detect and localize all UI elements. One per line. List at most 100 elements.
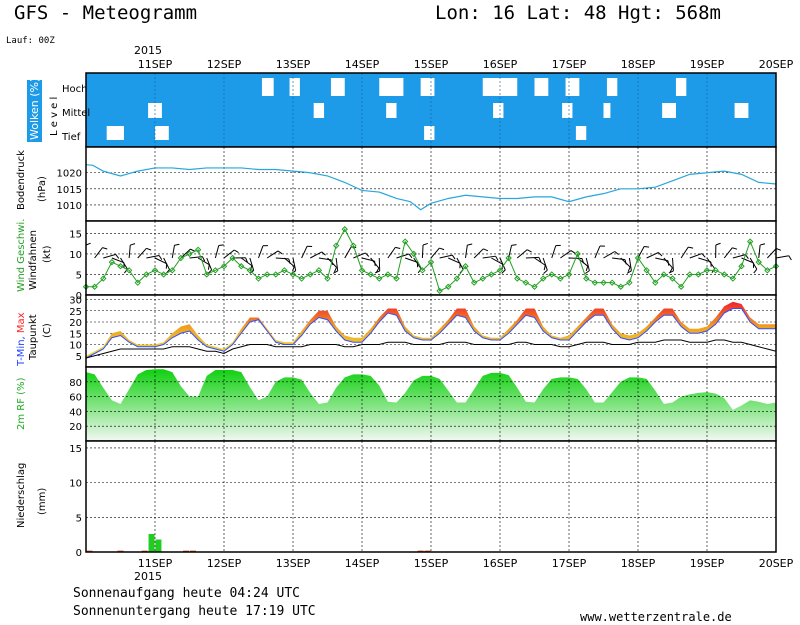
wind-barb [146, 255, 160, 259]
wind-barb [680, 246, 689, 259]
cloud-clear-gap-tief [575, 126, 587, 140]
year-label-bottom: 2015 [134, 570, 162, 583]
wind-barb [214, 245, 220, 259]
ytick-label: 15 [69, 444, 82, 455]
wind-speed-marker [479, 275, 486, 282]
wind-barb [775, 255, 789, 259]
wind-barb [103, 253, 116, 259]
wind-speed-marker [289, 271, 297, 278]
date-label-bottom-0: 11SEP [138, 557, 173, 570]
wind-barb [628, 257, 632, 271]
wind-speed-marker [634, 254, 642, 262]
wind-barb [585, 257, 590, 271]
wind-barb [741, 257, 754, 264]
wind-barb [758, 245, 761, 259]
wind-barb [672, 257, 674, 272]
wind-barb [171, 245, 175, 259]
wind-barb-feather [395, 246, 401, 250]
wind-speed-marker [401, 238, 409, 245]
ytick-label: 5 [76, 513, 82, 524]
wind-barb [499, 257, 506, 271]
wind-barb-feather [207, 264, 210, 270]
date-label-top-0: 11SEP [138, 58, 173, 71]
wind-speed-marker [721, 271, 728, 278]
cloud-clear-gap-hoch [420, 78, 435, 96]
humidity-area [86, 369, 776, 441]
wind-barb-feather [451, 254, 456, 260]
wind-speed-marker [738, 263, 745, 270]
sunset-text: Sonnenuntergang heute 17:19 UTC [73, 604, 316, 619]
chart-title: GFS - Meteogramm [14, 2, 197, 24]
wind-barb-feather [201, 256, 206, 262]
wind-barb [551, 245, 557, 259]
wind-ylabel: Wind Geschwi. [16, 219, 27, 292]
wind-speed-marker [643, 267, 650, 274]
wind-barb-feather [85, 242, 91, 246]
wind-barb [258, 245, 264, 259]
wind-barb-feather [788, 255, 792, 261]
wind-barb [663, 257, 673, 269]
wind-barb [163, 257, 170, 270]
wind-speed-marker [462, 263, 469, 270]
wind-barb-feather [614, 251, 619, 256]
humidity-ticks: 20 40 60 80 [69, 378, 82, 433]
cloud-clear-gap-tief [155, 126, 169, 140]
wind-barb [292, 257, 297, 271]
wind-speed-marker [315, 267, 323, 274]
wind-barb-feather [277, 250, 283, 255]
precipitation-panel: 0 5 10 15 Niederschlag (mm) [16, 440, 777, 559]
website-link[interactable]: www.wetterzentrale.de [580, 610, 732, 624]
wind-speed-marker [100, 275, 107, 282]
wind-barb [473, 248, 484, 259]
wind-speed-marker [186, 250, 193, 258]
wind-speed-marker [436, 287, 443, 295]
wind-barb [421, 244, 424, 259]
pressure-panel: 1010 1015 1020 Bodendruck (hPa) [16, 146, 777, 222]
wind-speed-marker [376, 275, 383, 282]
wind-barb [240, 257, 253, 267]
wind-barb [301, 246, 308, 259]
ytick-label: 5 [76, 352, 82, 363]
wind-barb [111, 257, 125, 264]
wind-barb [396, 253, 410, 259]
date-label-top-6: 17SEP [552, 58, 587, 71]
ytick-label: 1010 [57, 201, 82, 212]
cloud-clear-gaps [106, 73, 749, 147]
wind-speed-marker [496, 267, 504, 274]
wind-barb [154, 257, 167, 265]
ytick-label: 0 [76, 291, 82, 302]
wind-speed-marker [229, 254, 236, 262]
wind-speed-marker [82, 283, 90, 290]
wind-speed-marker [393, 275, 400, 282]
pressure-unit: (hPa) [37, 176, 48, 202]
humidity-grid [86, 367, 776, 441]
wind-panel: 0 5 10 15 Wind Geschwi. Windfahnen (kt) [16, 219, 792, 302]
wind-ticks: 0 5 10 15 [69, 229, 82, 302]
date-label-top-1: 12SEP [207, 58, 242, 71]
precipitation-bar [155, 539, 162, 552]
wind-barb-feather [753, 268, 758, 274]
wind-barb-feather [543, 265, 546, 271]
run-label: Lauf: 00Z [6, 36, 55, 46]
cloud-clear-gap-hoch [565, 78, 580, 96]
cloud-clear-gap-tief [106, 126, 124, 140]
dewpoint-label: Taupunkt [28, 314, 39, 361]
wind-barb-feather [408, 253, 413, 259]
wind-speed-marker [703, 267, 711, 274]
pressure-ticks: 1010 1015 1020 [57, 169, 82, 212]
wind-barb-feather [585, 266, 589, 272]
cloud-clear-gap-mittel [386, 103, 397, 118]
cloud-level-label: L e v e l [49, 97, 60, 136]
date-axis-top: 11SEP 12SEP 13SEP 14SEP 15SEP 16SEP 17SEP 18SEP… [138, 58, 794, 71]
wind-speed-marker [617, 283, 624, 290]
wind-barb-feather [102, 247, 108, 250]
wind-speed-marker [574, 250, 581, 258]
wind-barb-feather [250, 265, 253, 271]
pressure-series-line [85, 164, 777, 211]
wind-speed-marker [298, 275, 305, 282]
ytick-label: 1015 [57, 185, 82, 196]
wind-barb [353, 252, 366, 259]
date-label-bottom-9: 20SEP [759, 557, 794, 570]
wind-barb [525, 256, 539, 259]
